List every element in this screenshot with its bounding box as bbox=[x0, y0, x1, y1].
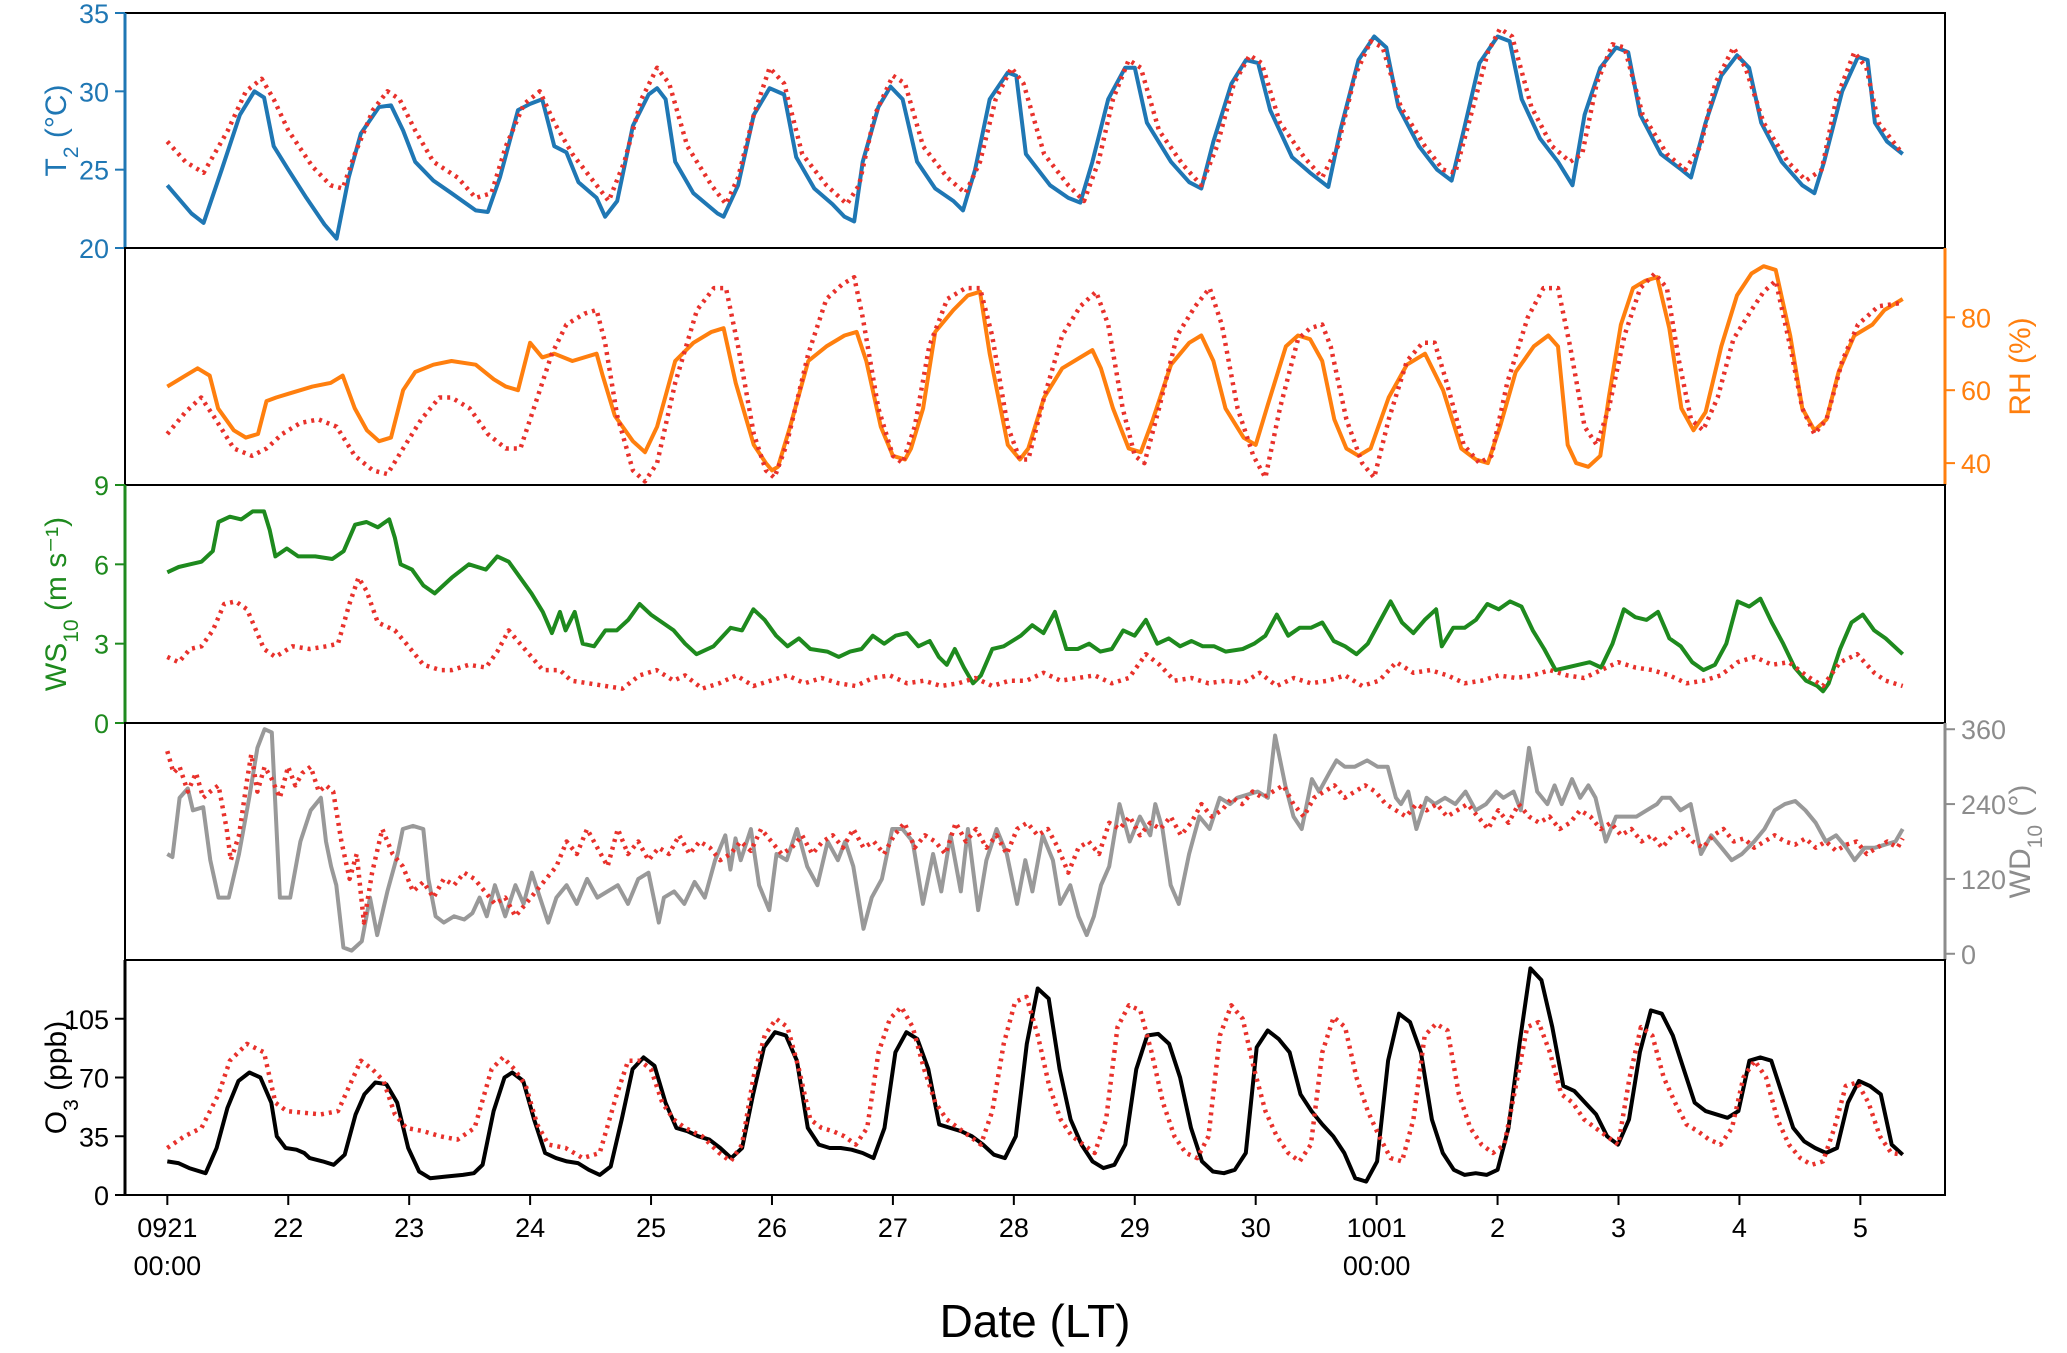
y-label-unit: (°) bbox=[2004, 785, 2037, 825]
panel-t2: 20 25 30 35 T2 (°C) bbox=[40, 0, 1946, 264]
y-tick-label: 120 bbox=[1961, 865, 2006, 895]
y-tick-label: 240 bbox=[1961, 790, 2006, 820]
y-label-subscript: 10 bbox=[2024, 825, 2047, 848]
y-tick-label: 0 bbox=[94, 709, 109, 739]
x-tick-label: 00:00 bbox=[134, 1251, 202, 1281]
y-axis-label-rh: RH (%) bbox=[2004, 317, 2037, 415]
x-tick-label: 3 bbox=[1611, 1213, 1626, 1243]
y-tick-label: 35 bbox=[79, 1122, 109, 1152]
observed-series-line bbox=[165, 34, 1904, 241]
y-tick-label: 0 bbox=[1961, 940, 1976, 970]
x-tick-label: 29 bbox=[1120, 1213, 1150, 1243]
model-series-line bbox=[165, 271, 1904, 484]
x-tick-label: 26 bbox=[757, 1213, 787, 1243]
y-tick-label: 80 bbox=[1961, 303, 1991, 333]
x-tick-label: 2 bbox=[1490, 1213, 1505, 1243]
x-tick-label: 0921 bbox=[137, 1213, 197, 1243]
panel-frame bbox=[124, 247, 1946, 486]
y-tick-label: 20 bbox=[79, 234, 109, 264]
x-tick-label: 5 bbox=[1853, 1213, 1868, 1243]
y-axis-label-o3: O3 (ppb) bbox=[40, 1021, 83, 1134]
y-label-main: WS bbox=[40, 643, 73, 691]
y-label-subscript: 10 bbox=[60, 619, 83, 642]
panel-wd: 0 120 240 360 WD10 (°) bbox=[124, 715, 2047, 970]
y-label-main: T bbox=[40, 158, 73, 176]
y-tick-label: 30 bbox=[79, 77, 109, 107]
y-axis-label-t2: T2 (°C) bbox=[40, 85, 83, 177]
y-label-main: RH (%) bbox=[2004, 317, 2037, 415]
y-label-subscript: 2 bbox=[60, 146, 83, 158]
y-label-unit: (ppb) bbox=[40, 1021, 73, 1099]
x-tick-label: 00:00 bbox=[1343, 1251, 1411, 1281]
y-tick-label: 6 bbox=[94, 550, 109, 580]
x-axis-label: Date (LT) bbox=[940, 1295, 1131, 1347]
x-tick-label: 1001 bbox=[1347, 1213, 1407, 1243]
x-tick-label: 24 bbox=[515, 1213, 545, 1243]
panel-frame bbox=[124, 484, 1946, 724]
y-tick-label: 360 bbox=[1961, 715, 2006, 745]
y-label-main: WD bbox=[2004, 848, 2037, 898]
model-series-line bbox=[166, 575, 1904, 691]
x-tick-label: 27 bbox=[878, 1213, 908, 1243]
y-tick-label: 70 bbox=[79, 1064, 109, 1094]
x-tick-label: 28 bbox=[999, 1213, 1029, 1243]
x-tick-label: 4 bbox=[1732, 1213, 1747, 1243]
y-label-unit: (m s⁻¹) bbox=[40, 517, 73, 619]
x-tick-label: 25 bbox=[636, 1213, 666, 1243]
y-label-main: O bbox=[40, 1111, 73, 1134]
y-tick-label: 105 bbox=[64, 1005, 109, 1035]
y-tick-label: 35 bbox=[79, 0, 109, 29]
y-tick-label: 40 bbox=[1961, 449, 1991, 479]
y-tick-label: 9 bbox=[94, 471, 109, 501]
panel-rh: 40 60 80 RH (%) bbox=[124, 247, 2037, 486]
model-series-line bbox=[166, 994, 1904, 1168]
x-tick-label: 22 bbox=[273, 1213, 303, 1243]
y-label-unit: (°C) bbox=[40, 85, 73, 147]
y-axis-label-ws: WS10 (m s⁻¹) bbox=[40, 517, 83, 691]
x-tick-label: 23 bbox=[394, 1213, 424, 1243]
panel-frame bbox=[124, 722, 1946, 961]
y-tick-label: 0 bbox=[94, 1181, 109, 1211]
observed-series-line bbox=[166, 727, 1905, 953]
y-tick-label: 60 bbox=[1961, 376, 1991, 406]
x-tick-label: 30 bbox=[1241, 1213, 1271, 1243]
y-tick-label: 25 bbox=[79, 156, 109, 186]
y-axis-label-wd: WD10 (°) bbox=[2004, 785, 2047, 899]
observed-series-line bbox=[166, 966, 1905, 1184]
panel-ws: 0 3 6 9 WS10 (m s⁻¹) bbox=[40, 471, 1946, 739]
model-series-line bbox=[165, 26, 1905, 207]
observed-series-line bbox=[166, 509, 1905, 694]
y-tick-label: 3 bbox=[94, 630, 109, 660]
model-series-line bbox=[165, 750, 1905, 925]
y-label-subscript: 3 bbox=[60, 1099, 83, 1111]
